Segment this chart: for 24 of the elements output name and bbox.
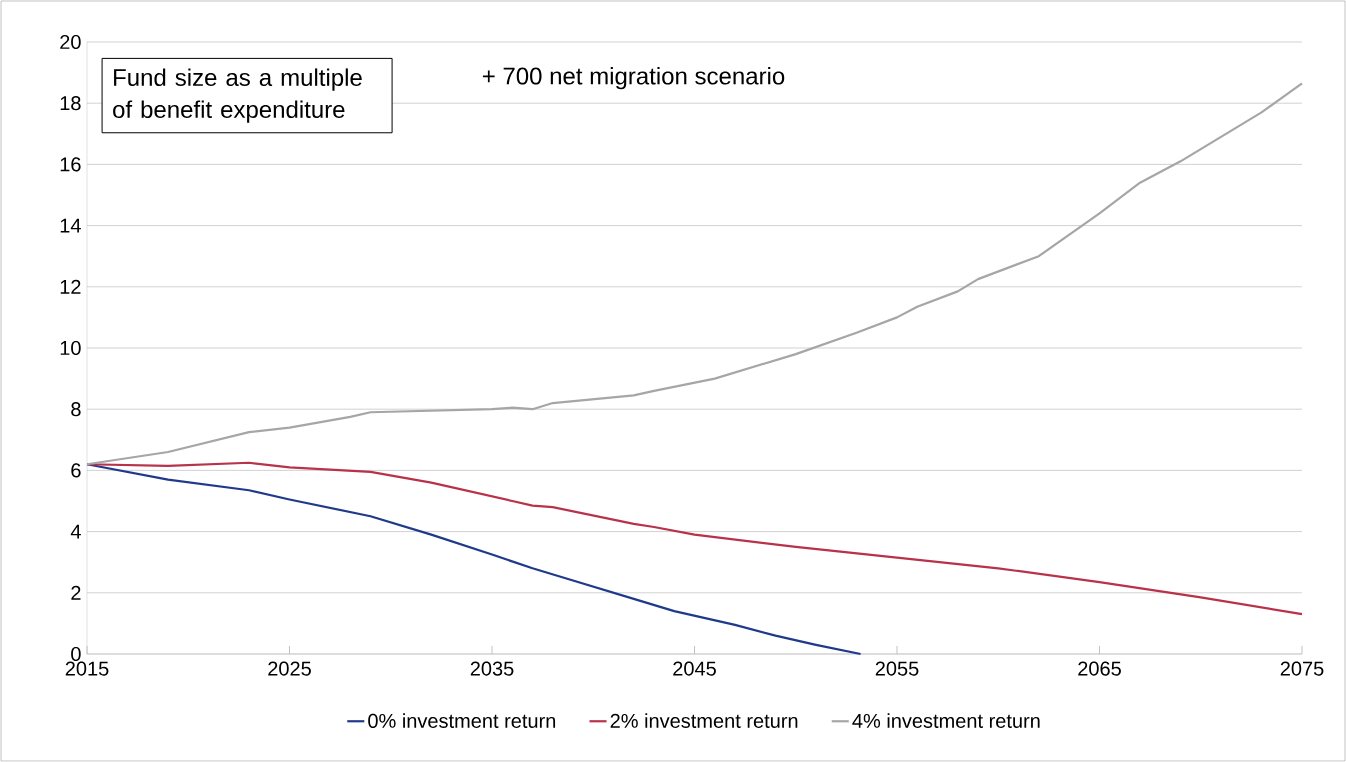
x-tick-label: 2015 [65, 661, 109, 676]
y-tick-label: 8 [71, 402, 81, 417]
y-tick-label: 20 [60, 34, 81, 50]
y-tick-label: 16 [60, 157, 81, 172]
x-tick-label: 2055 [875, 661, 919, 676]
y-tick-label: 18 [60, 96, 81, 111]
x-tick-label: 2075 [1280, 661, 1324, 676]
y-tick-label: 0 [71, 646, 81, 662]
annotation: + 700 net migration scenario [482, 66, 785, 90]
legend-label: 4% investment return [852, 713, 1040, 728]
y-tick-label: 14 [60, 218, 81, 233]
y-tick-label: 12 [60, 279, 81, 294]
legend-label: 0% investment return [368, 713, 556, 728]
y-tick-label: 6 [71, 463, 81, 478]
y-tick-label: 10 [60, 340, 81, 356]
y-tick-label: 2 [71, 585, 81, 600]
x-tick-label: 2025 [268, 661, 311, 676]
annotation: Fund size as a multiple of benefit expenditure [113, 68, 362, 123]
x-tick-label: 2045 [673, 661, 716, 676]
legend-label: 2% investment return [610, 713, 798, 728]
line-series [85, 463, 862, 656]
y-tick-label: 4 [70, 524, 81, 539]
x-tick-label: 2035 [470, 661, 514, 676]
x-tick-label: 2065 [1078, 661, 1121, 676]
